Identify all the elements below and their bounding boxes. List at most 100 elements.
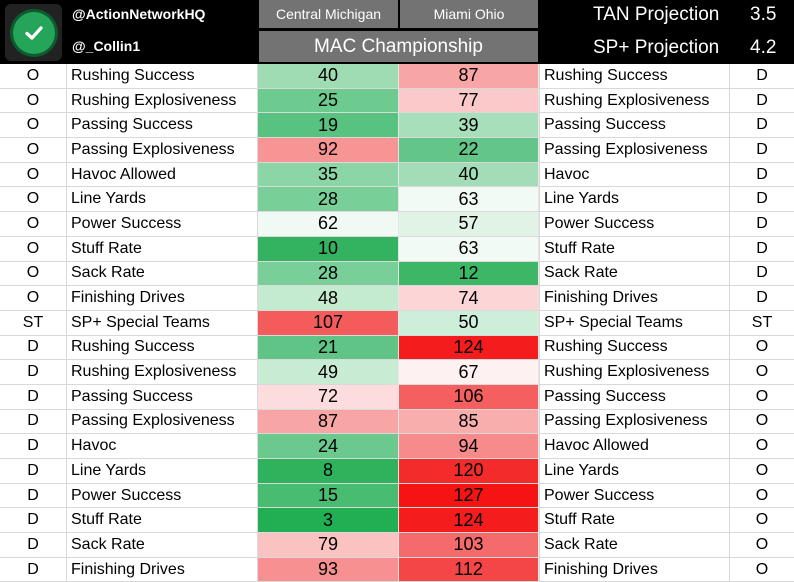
table-row: O Power Success 62 57 Power Success D (0, 212, 794, 237)
left-unit-code: D (0, 360, 67, 384)
right-unit-code: O (755, 437, 769, 455)
right-unit-code: O (755, 363, 769, 381)
right-stat-label: Rushing Explosiveness (539, 88, 730, 113)
table-row: O Havoc Allowed 35 40 Havoc D (0, 162, 794, 188)
right-stat-label: Line Yards (539, 187, 730, 212)
left-stat-value: 3 (258, 508, 399, 533)
right-stat-label: Passing Explosiveness (539, 409, 730, 434)
table-row: D Line Yards 8 120 Line Yards O (0, 459, 794, 484)
table-row: O Rushing Explosiveness 25 77 Rushing Explos… (0, 88, 794, 114)
right-stat-label: Passing Success (539, 113, 730, 138)
left-stat-label: Stuff Rate (67, 508, 258, 533)
right-stat-value: 127 (399, 483, 539, 508)
left-stat-value: 62 (258, 212, 399, 236)
left-stat-label: Passing Explosiveness (67, 409, 258, 434)
left-unit-code: O (0, 113, 67, 138)
right-unit-code: D (756, 66, 768, 84)
right-unit-code: O (755, 461, 769, 479)
table-row: O Stuff Rate 10 63 Stuff Rate D (0, 236, 794, 262)
right-stat-value: 50 (399, 310, 539, 335)
left-unit-code: O (0, 64, 67, 88)
table-row: O Finishing Drives 48 74 Finishing Drives D (0, 286, 794, 311)
left-unit-code: O (0, 162, 67, 187)
right-unit-code: O (755, 486, 769, 504)
right-stat-value: 57 (399, 212, 539, 236)
left-stat-value: 25 (258, 88, 399, 113)
left-stat-label: Power Success (67, 483, 258, 508)
table-row: ST SP+ Special Teams 107 50 SP+ Special Team… (0, 310, 794, 336)
right-unit-code: ST (751, 313, 773, 331)
right-stat-value: 85 (399, 409, 539, 434)
left-stat-label: Power Success (67, 212, 258, 236)
left-unit-code: D (0, 335, 67, 360)
right-stat-label: Passing Success (539, 384, 730, 409)
left-unit-code: O (0, 261, 67, 286)
right-unit-code: O (755, 412, 769, 430)
game-title: MAC Championship (259, 31, 538, 62)
right-stat-label: Stuff Rate (539, 236, 730, 261)
right-stat-value: 63 (399, 187, 539, 212)
left-unit-code: D (0, 557, 67, 582)
left-stat-value: 28 (258, 187, 399, 212)
brand-logo (5, 4, 62, 61)
left-stat-value: 107 (258, 310, 399, 335)
right-stat-value: 106 (399, 384, 539, 409)
right-stat-label: Power Success (539, 212, 730, 236)
right-stat-value: 124 (399, 508, 539, 533)
left-stat-label: Havoc Allowed (67, 162, 258, 187)
stats-table: O Rushing Success 40 87 Rushing Success D O Rus… (0, 64, 794, 582)
right-stat-label: Rushing Success (539, 64, 730, 88)
left-stat-label: Havoc (67, 434, 258, 458)
team-right-header: Miami Ohio (400, 0, 538, 28)
left-stat-label: Stuff Rate (67, 236, 258, 261)
left-stat-value: 15 (258, 483, 399, 508)
left-stat-value: 93 (258, 557, 399, 582)
left-stat-label: Rushing Success (67, 64, 258, 88)
left-stat-value: 72 (258, 384, 399, 409)
table-row: D Stuff Rate 3 124 Stuff Rate O (0, 508, 794, 534)
right-stat-value: 94 (399, 434, 539, 458)
handle-secondary: @_Collin1 (72, 38, 141, 54)
right-unit-code: O (755, 387, 769, 405)
right-stat-label: Rushing Explosiveness (539, 360, 730, 384)
projection-value: 4.2 (750, 37, 777, 58)
table-row: D Havoc 24 94 Havoc Allowed O (0, 434, 794, 459)
table-row: O Rushing Success 40 87 Rushing Success D (0, 64, 794, 89)
left-unit-code: D (0, 459, 67, 483)
left-unit-code: D (0, 409, 67, 434)
right-stat-label: Stuff Rate (539, 508, 730, 533)
left-stat-label: Passing Success (67, 113, 258, 138)
left-stat-value: 48 (258, 286, 399, 310)
table-row: O Passing Success 19 39 Passing Success D (0, 113, 794, 139)
right-unit-code: D (756, 264, 768, 282)
right-unit-code: D (756, 289, 768, 307)
team-left-header: Central Michigan (259, 0, 398, 28)
checkmark-icon (12, 11, 55, 54)
projection-value: 3.5 (750, 4, 777, 25)
left-unit-code: D (0, 483, 67, 508)
header-banner: @ActionNetworkHQ @_Collin1 Central Michi… (0, 0, 794, 64)
right-unit-code: D (756, 165, 768, 183)
left-stat-label: Sack Rate (67, 261, 258, 286)
right-stat-label: Rushing Success (539, 335, 730, 360)
right-stat-value: 67 (399, 360, 539, 384)
right-stat-label: Finishing Drives (539, 286, 730, 310)
left-stat-value: 35 (258, 162, 399, 187)
handle-primary: @ActionNetworkHQ (72, 6, 206, 22)
left-stat-value: 87 (258, 409, 399, 434)
left-stat-value: 79 (258, 533, 399, 557)
right-stat-value: 39 (399, 113, 539, 138)
table-row: D Passing Explosiveness 87 85 Passing Explos… (0, 409, 794, 435)
table-row: D Rushing Success 21 124 Rushing Success O (0, 335, 794, 361)
right-stat-label: Line Yards (539, 459, 730, 483)
left-stat-label: SP+ Special Teams (67, 310, 258, 335)
right-unit-code: D (756, 239, 768, 257)
left-stat-label: Finishing Drives (67, 557, 258, 582)
right-stat-value: 103 (399, 533, 539, 557)
right-unit-code: D (756, 190, 768, 208)
left-stat-value: 21 (258, 335, 399, 360)
left-unit-code: O (0, 138, 67, 162)
left-stat-value: 10 (258, 236, 399, 261)
projection-label: SP+ Projection (593, 37, 720, 58)
left-unit-code: O (0, 88, 67, 113)
